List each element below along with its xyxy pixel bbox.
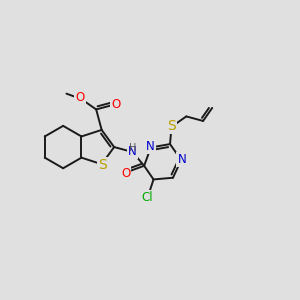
Text: H: H: [129, 143, 136, 153]
Text: Cl: Cl: [142, 191, 154, 204]
Text: N: N: [177, 153, 186, 166]
Text: S: S: [98, 158, 106, 172]
Text: N: N: [146, 140, 154, 153]
Text: O: O: [75, 92, 85, 104]
Text: S: S: [167, 118, 176, 133]
Text: O: O: [111, 98, 121, 111]
Text: O: O: [121, 167, 130, 180]
Text: N: N: [128, 146, 137, 158]
